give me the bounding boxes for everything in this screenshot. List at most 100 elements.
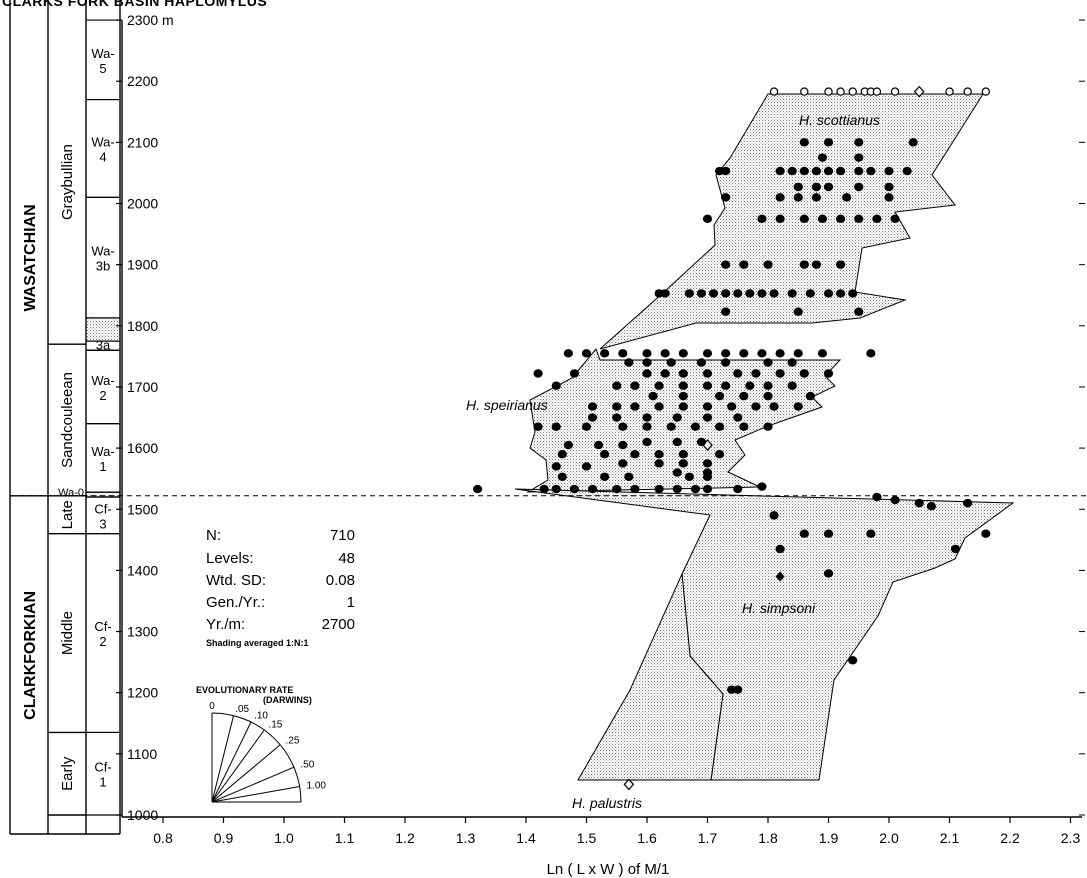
data-point — [642, 358, 652, 367]
data-point — [581, 422, 592, 431]
data-point — [775, 166, 785, 176]
data-point — [702, 349, 713, 358]
zone-label: Cf- — [94, 501, 111, 516]
substage-label: Early — [59, 756, 76, 791]
data-point — [981, 529, 991, 538]
data-point — [654, 450, 664, 459]
x-tick-label: 2.0 — [879, 830, 899, 846]
zone-label: 4 — [99, 149, 106, 164]
zone-gap-shading — [86, 492, 120, 496]
substage-label: Graybullian — [59, 144, 76, 220]
data-point — [823, 529, 834, 538]
x-tick-label: 1.1 — [335, 830, 355, 846]
stat-yr-label: Yr./m: — [206, 616, 245, 633]
data-point — [727, 402, 737, 411]
data-point — [721, 349, 731, 358]
data-point — [612, 402, 622, 411]
stat-yr-value: 2700 — [322, 616, 355, 633]
data-point — [926, 501, 936, 511]
data-point — [618, 459, 628, 468]
label-simpsoni: H. simpsoni — [742, 600, 816, 616]
data-point — [775, 214, 785, 223]
data-point — [721, 166, 731, 176]
data-point — [569, 369, 580, 378]
rate-arc — [211, 712, 302, 803]
data-point — [733, 484, 743, 494]
data-point — [551, 484, 561, 494]
data-point — [751, 402, 761, 411]
species-labels: H. scottianus H. speirianus H. simpsoni … — [466, 112, 880, 811]
data-point — [684, 472, 694, 482]
data-point — [823, 166, 834, 176]
data-point — [854, 166, 864, 176]
band-simpsoni — [514, 488, 1015, 781]
zone-label: 3b — [96, 259, 110, 274]
x-tick-label: 1.5 — [577, 830, 597, 846]
data-point — [787, 289, 797, 298]
data-point — [654, 402, 664, 411]
data-point — [757, 482, 767, 491]
data-point — [823, 138, 834, 147]
data-point — [569, 484, 580, 494]
data-point — [672, 468, 682, 477]
data-point — [612, 381, 622, 390]
data-point — [793, 193, 803, 202]
data-point — [563, 349, 573, 358]
data-point — [799, 369, 809, 378]
y-tick-label: 1200 — [127, 685, 158, 701]
substage-group: Graybullian Sandcouleean Late Middle Early — [48, 144, 86, 816]
data-point — [672, 413, 682, 422]
data-point-open — [981, 87, 991, 96]
data-point — [739, 422, 749, 431]
data-point — [690, 484, 701, 494]
data-point — [618, 440, 628, 450]
substage-label: Late — [59, 500, 76, 529]
data-point — [799, 214, 809, 223]
data-point — [581, 349, 592, 358]
data-point — [678, 369, 688, 378]
data-point — [866, 166, 876, 176]
data-point — [654, 381, 664, 390]
x-tick-label: 1.6 — [637, 830, 657, 846]
data-point — [799, 260, 809, 269]
data-point — [793, 307, 803, 316]
data-point — [600, 450, 610, 459]
x-ticks: 0.8 0.9 1.0 1.1 1.2 1.3 1.4 1.5 1.6 1.7 1.8 1.9 2.0 2… — [153, 817, 1080, 846]
zone-label: 2 — [99, 388, 106, 403]
data-point — [763, 391, 773, 401]
rate-ray-label: .50 — [300, 759, 314, 770]
data-point — [866, 529, 876, 538]
data-point — [678, 450, 688, 459]
data-point — [757, 349, 767, 358]
stat-gen-label: Gen./Yr.: — [206, 594, 265, 611]
data-point — [854, 138, 864, 147]
data-point — [805, 289, 815, 298]
data-point — [823, 369, 834, 378]
data-point — [690, 422, 701, 431]
data-point — [696, 289, 707, 298]
x-tick-label: 2.1 — [940, 830, 960, 846]
data-point — [787, 358, 797, 367]
data-point — [648, 391, 658, 401]
band-scottianus — [599, 93, 984, 350]
zone-label: 2 — [99, 634, 106, 649]
data-point — [654, 459, 664, 468]
zone-label: 3a — [96, 337, 111, 352]
data-point — [817, 214, 828, 223]
data-point — [715, 391, 725, 401]
rate-ray — [211, 766, 295, 803]
data-point — [890, 495, 900, 505]
label-scottianus: H. scottianus — [799, 112, 880, 128]
data-point — [642, 349, 652, 358]
data-point — [642, 437, 652, 447]
data-point — [811, 193, 822, 202]
label-speirianus: H. speirianus — [466, 397, 548, 413]
x-tick-label: 1.4 — [516, 830, 536, 846]
data-point — [799, 529, 809, 538]
data-point — [612, 484, 622, 494]
data-point — [787, 381, 797, 390]
data-point — [533, 422, 543, 431]
y-tick-label: 1400 — [127, 562, 158, 578]
data-point — [702, 369, 713, 378]
data-point — [836, 166, 846, 176]
